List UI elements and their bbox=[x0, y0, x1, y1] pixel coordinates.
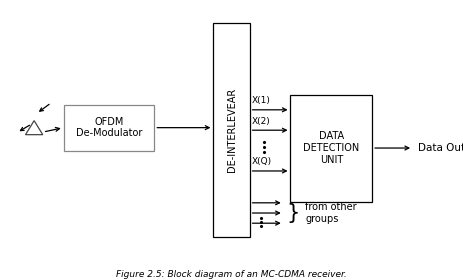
Text: DATA
DETECTION
UNIT: DATA DETECTION UNIT bbox=[303, 131, 359, 165]
Text: X(Q): X(Q) bbox=[252, 157, 272, 166]
Bar bbox=[290, 95, 372, 202]
Text: OFDM
De-Modulator: OFDM De-Modulator bbox=[76, 117, 142, 138]
Text: X(1): X(1) bbox=[252, 96, 271, 105]
Bar bbox=[213, 23, 250, 237]
Text: DE-INTERLEVEAR: DE-INTERLEVEAR bbox=[226, 88, 237, 172]
Text: X(2): X(2) bbox=[252, 116, 271, 126]
Text: Figure 2.5: Block diagram of an MC-CDMA receiver.: Figure 2.5: Block diagram of an MC-CDMA … bbox=[116, 270, 347, 279]
Text: from other
groups: from other groups bbox=[306, 202, 357, 224]
Text: Data Out: Data Out bbox=[418, 143, 463, 153]
Text: }: } bbox=[286, 203, 299, 223]
Bar bbox=[63, 105, 154, 151]
